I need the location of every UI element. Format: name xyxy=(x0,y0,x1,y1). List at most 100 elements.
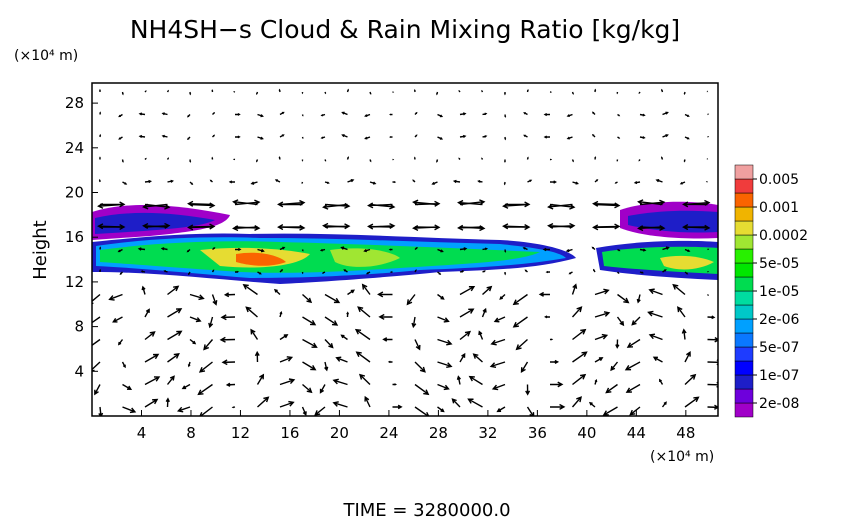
wind-arrow xyxy=(348,158,349,160)
wind-arrow xyxy=(258,137,263,139)
wind-arrow xyxy=(682,330,686,340)
wind-arrow xyxy=(505,272,506,274)
wind-arrow xyxy=(325,362,328,370)
wind-arrow xyxy=(393,384,396,385)
x-tick-label: 28 xyxy=(429,424,448,442)
wind-arrow xyxy=(459,91,460,92)
y-tick-label: 8 xyxy=(74,318,84,336)
y-unit: (×10⁴ m) xyxy=(14,48,78,64)
wind-arrow xyxy=(190,182,192,184)
wind-arrow xyxy=(343,112,348,114)
wind-arrow xyxy=(365,397,370,407)
wind-arrow xyxy=(370,160,371,162)
wind-arrow xyxy=(258,115,263,117)
wind-arrow xyxy=(275,290,280,295)
wind-arrow xyxy=(540,293,550,297)
wind-arrow xyxy=(391,114,393,115)
wind-arrow xyxy=(222,315,235,320)
wind-arrow xyxy=(593,248,595,250)
wind-arrow xyxy=(235,114,239,116)
wind-arrow xyxy=(504,182,505,184)
wind-arrow xyxy=(347,313,349,317)
wind-arrow xyxy=(460,135,465,137)
wind-arrow xyxy=(618,317,624,325)
wind-arrow xyxy=(95,385,100,395)
wind-arrow xyxy=(100,113,101,115)
colorbar-swatch xyxy=(735,375,753,389)
x-tick-label: 36 xyxy=(528,424,547,442)
wind-arrow xyxy=(225,293,235,297)
wind-arrow xyxy=(163,135,167,137)
wind-arrow xyxy=(627,385,640,393)
colorbar-swatch xyxy=(735,305,753,319)
wind-arrow xyxy=(573,397,582,407)
colorbar-label: 2e-08 xyxy=(759,396,799,412)
wind-arrow xyxy=(593,113,595,115)
colorbar-swatch xyxy=(735,193,753,207)
wind-arrow xyxy=(279,90,280,92)
colorbar-swatch xyxy=(735,319,753,333)
wind-arrow xyxy=(163,113,168,115)
wind-arrow xyxy=(280,113,283,115)
wind-arrow xyxy=(604,407,618,415)
wind-arrow xyxy=(252,182,258,184)
wind-arrow xyxy=(550,181,556,183)
wind-arrow xyxy=(370,92,371,94)
x-unit: (×10⁴ m) xyxy=(650,449,714,465)
wind-arrow xyxy=(348,180,354,182)
wind-arrow xyxy=(573,375,586,385)
wind-arrow xyxy=(662,158,663,160)
wind-arrow xyxy=(593,135,595,137)
colorbar-swatch xyxy=(735,389,753,403)
wind-arrow xyxy=(230,181,235,183)
colorbar-label: 2e-06 xyxy=(759,312,799,328)
wind-arrow xyxy=(663,112,668,114)
wind-arrow xyxy=(545,114,550,116)
wind-arrow xyxy=(657,180,663,182)
wind-arrow xyxy=(100,158,101,160)
wind-arrow xyxy=(322,115,325,116)
x-tick-label: 40 xyxy=(577,424,596,442)
wind-arrow xyxy=(227,383,235,386)
wind-arrow xyxy=(437,92,438,94)
wind-arrow xyxy=(140,113,145,115)
wind-arrow xyxy=(573,330,586,340)
wind-arrow xyxy=(257,92,258,94)
wind-arrow xyxy=(168,180,173,182)
wind-arrow xyxy=(123,385,131,390)
wind-arrow xyxy=(594,225,618,230)
wind-arrow xyxy=(438,340,452,345)
wind-arrow xyxy=(595,380,597,384)
y-tick-label: 12 xyxy=(65,273,84,291)
wind-arrow xyxy=(123,407,135,412)
y-tick-label: 16 xyxy=(65,228,84,246)
wind-arrow xyxy=(483,113,486,114)
wind-arrow xyxy=(568,115,573,117)
wind-arrow xyxy=(119,115,122,117)
wind-arrow xyxy=(213,136,215,137)
wind-arrow xyxy=(640,114,644,116)
wind-arrow xyxy=(337,357,348,362)
wind-arrow xyxy=(334,379,348,384)
wind-arrow xyxy=(573,160,574,162)
wind-arrow xyxy=(460,287,474,295)
wind-arrow xyxy=(348,90,349,92)
wind-arrow xyxy=(303,407,307,415)
y-tick-label: 24 xyxy=(65,139,84,157)
wind-arrow xyxy=(663,135,668,137)
wind-arrow xyxy=(524,113,527,115)
wind-arrow xyxy=(280,357,292,362)
wind-arrow xyxy=(573,92,574,94)
y-tick-label: 28 xyxy=(65,94,84,112)
wind-arrow xyxy=(204,340,212,350)
wind-arrow xyxy=(257,160,258,162)
wind-arrow xyxy=(100,90,101,92)
wind-arrow xyxy=(483,287,492,295)
wind-arrow xyxy=(325,295,339,303)
colorbar-label: 0.0002 xyxy=(759,228,808,244)
wind-arrow xyxy=(708,338,719,342)
wind-arrow xyxy=(438,272,441,274)
wind-arrow xyxy=(637,295,640,303)
wind-arrow xyxy=(140,136,145,138)
colorbar-swatch xyxy=(735,207,753,221)
